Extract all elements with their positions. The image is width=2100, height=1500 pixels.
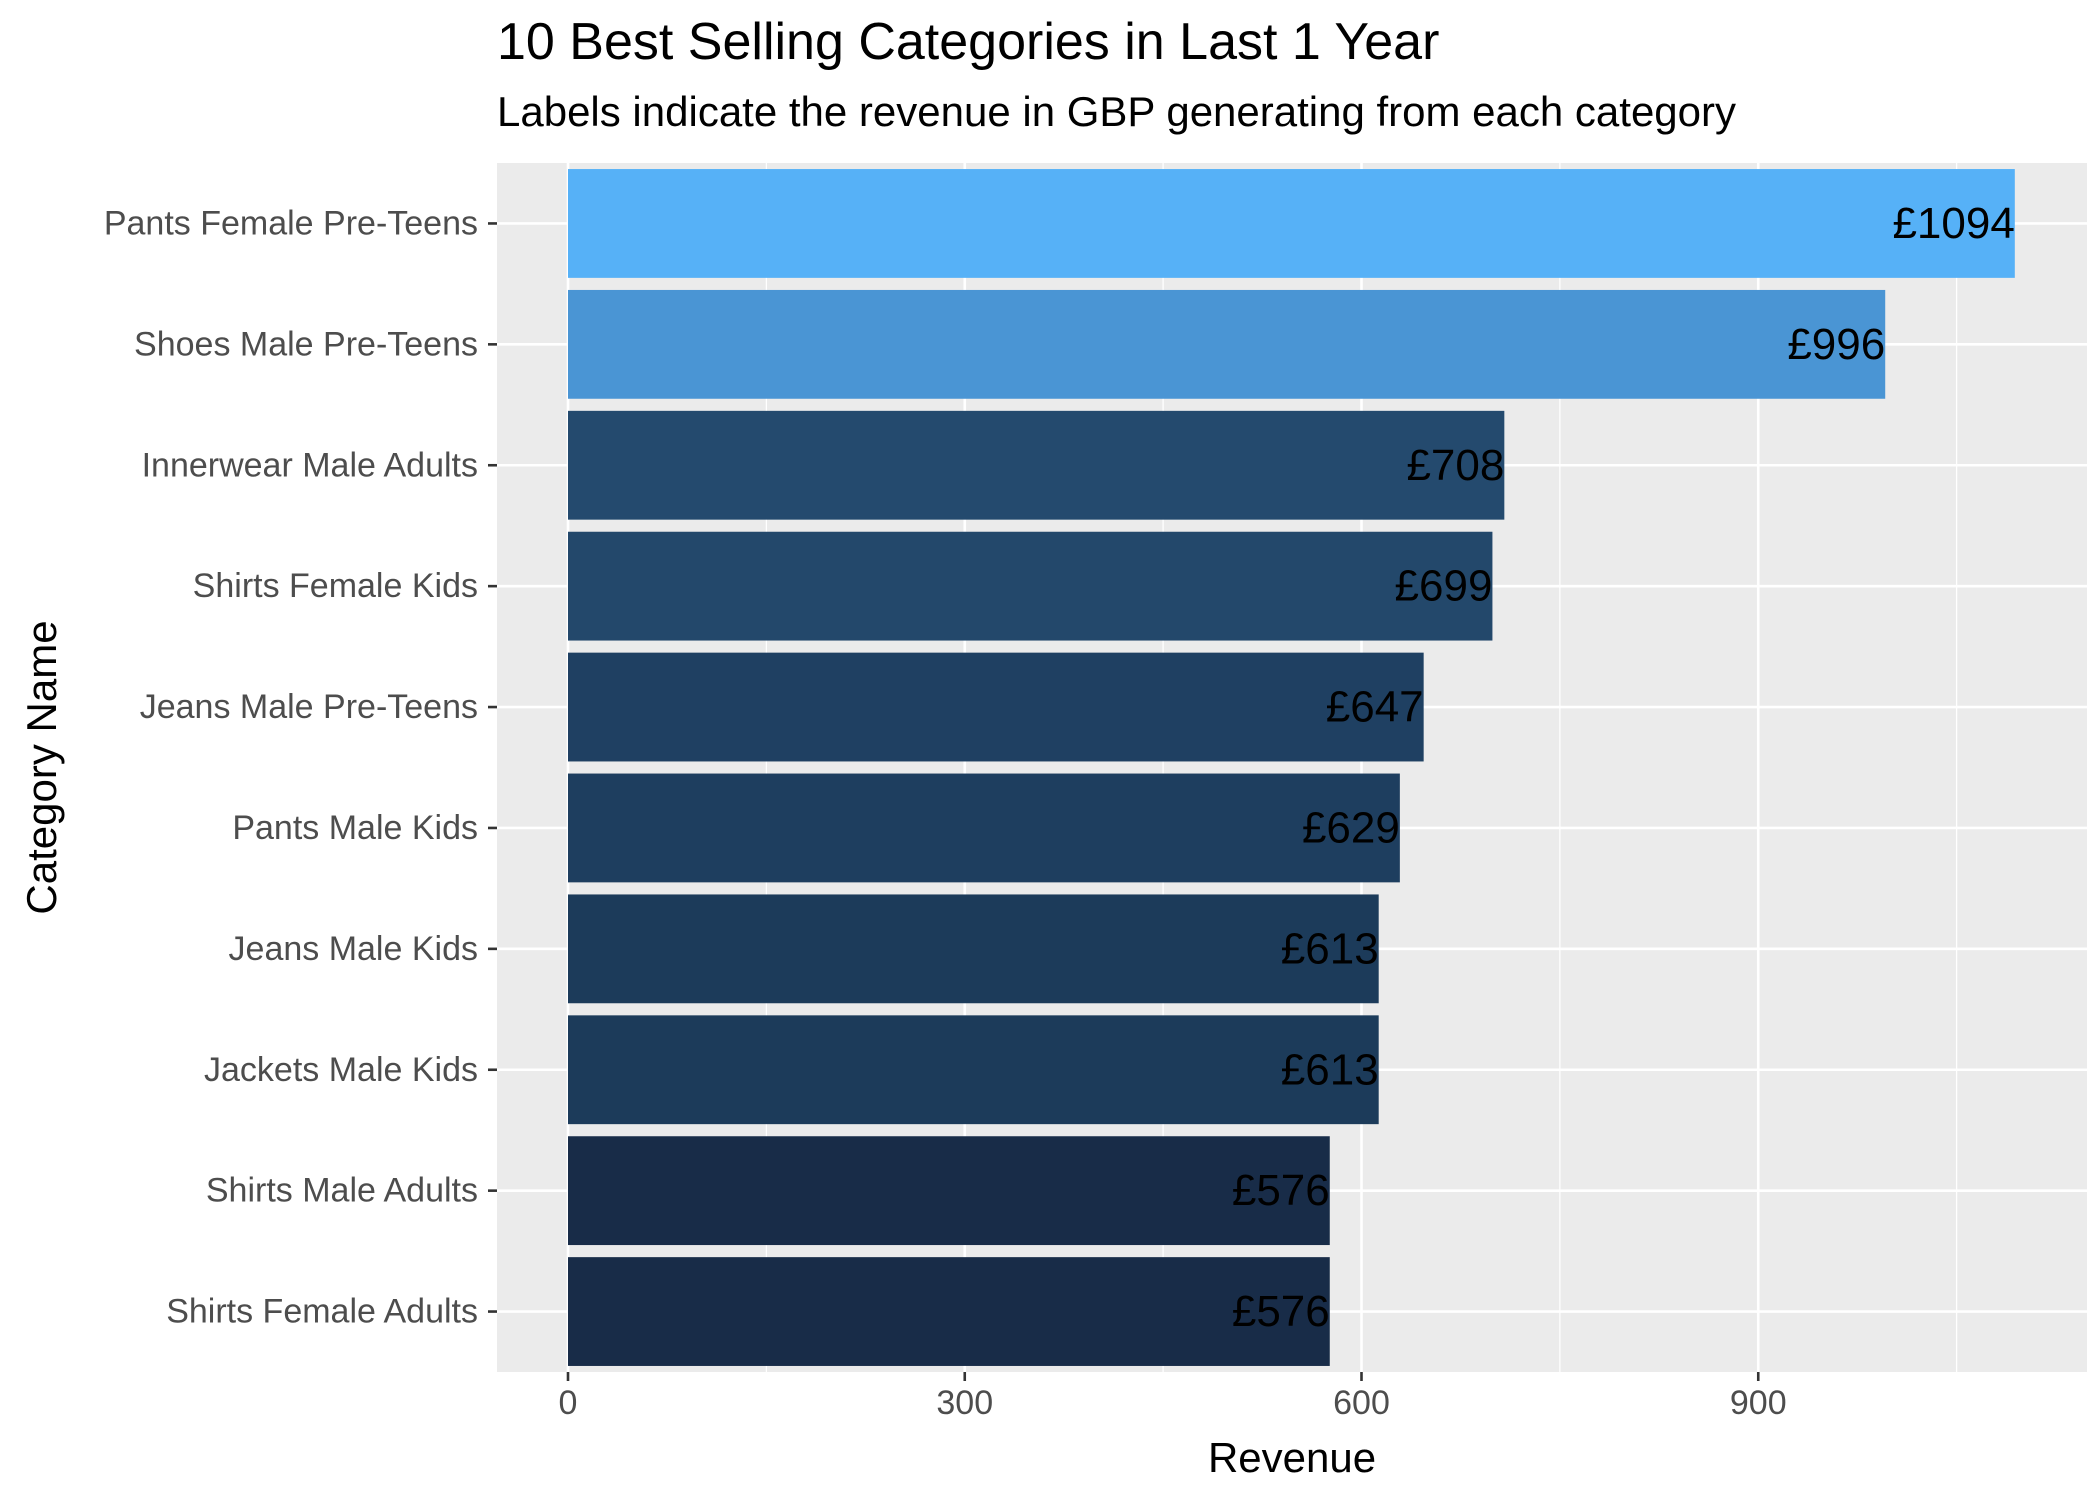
x-tick-label: 300 <box>936 1384 993 1422</box>
y-tick-label: Shirts Female Kids <box>193 567 478 605</box>
chart-title: 10 Best Selling Categories in Last 1 Yea… <box>497 13 1440 71</box>
x-tick-label: 0 <box>559 1384 578 1422</box>
bar-value-label: £699 <box>1395 562 1493 611</box>
bar <box>568 1015 1379 1125</box>
bar-value-label: £576 <box>1232 1287 1330 1336</box>
bar-value-label: £613 <box>1281 1045 1379 1094</box>
bars <box>568 169 2015 1366</box>
bar <box>568 289 1886 399</box>
y-tick-label: Jeans Male Pre-Teens <box>140 688 478 726</box>
bar <box>568 169 2015 278</box>
bar-labels: £1094 £996 £708 £699 £647 £629 £613 £613 £576 £57… <box>1232 199 2015 1336</box>
bar-value-label: £629 <box>1302 803 1400 852</box>
y-tick-label: Shirts Male Adults <box>206 1172 478 1210</box>
x-axis-title: Revenue <box>1208 1434 1376 1481</box>
bar-value-label: £647 <box>1326 683 1424 732</box>
y-tick-label: Jackets Male Kids <box>204 1051 478 1089</box>
bar <box>568 894 1379 1004</box>
x-tick-label: 600 <box>1333 1384 1390 1422</box>
bar <box>568 410 1505 520</box>
bar-value-label: £996 <box>1787 320 1885 369</box>
y-tick-label: Pants Male Kids <box>232 809 478 847</box>
bar <box>568 652 1424 762</box>
y-axis-title: Category Name <box>18 620 65 914</box>
bar <box>568 1136 1330 1246</box>
y-tick-label: Pants Female Pre-Teens <box>104 204 478 242</box>
bar-value-label: £1094 <box>1892 199 2014 248</box>
y-axis: Pants Female Pre-Teens Shoes Male Pre-Tee… <box>104 204 497 1331</box>
chart-subtitle: Labels indicate the revenue in GBP gener… <box>497 88 1736 135</box>
x-axis: 0 300 600 900 <box>559 1372 1787 1422</box>
bar-value-label: £708 <box>1406 441 1504 490</box>
x-tick-label: 900 <box>1730 1384 1787 1422</box>
bar-value-label: £576 <box>1232 1166 1330 1215</box>
y-tick-label: Jeans Male Kids <box>229 930 478 968</box>
bar <box>568 773 1400 883</box>
bar-value-label: £613 <box>1281 924 1379 973</box>
y-tick-label: Shirts Female Adults <box>166 1293 478 1331</box>
y-tick-label: Shoes Male Pre-Teens <box>134 325 478 363</box>
y-tick-label: Innerwear Male Adults <box>142 446 478 484</box>
bar <box>568 1257 1330 1366</box>
bar <box>568 531 1493 641</box>
